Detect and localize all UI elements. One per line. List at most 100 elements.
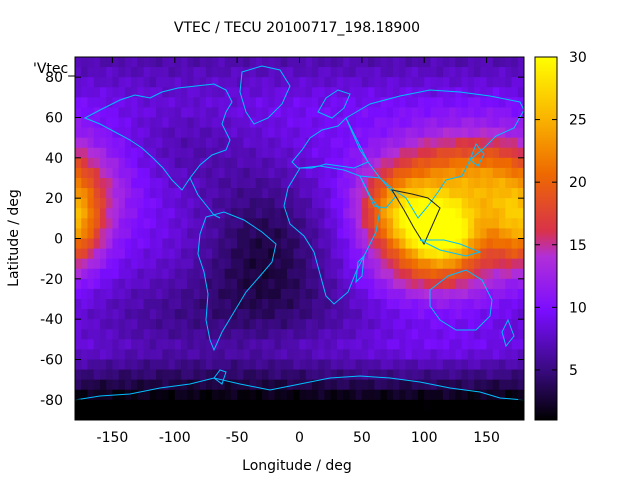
heatmap-cell [162,117,170,129]
heatmap-cell [212,198,220,209]
heatmap-cell [118,188,126,199]
heatmap-cell [405,87,413,98]
heatmap-cell [449,167,457,179]
heatmap-cell [511,399,519,411]
heatmap-cell [393,77,400,88]
heatmap-cell [349,409,357,420]
heatmap-cell [124,147,132,159]
heatmap-cell [511,369,519,381]
heatmap-cell [262,399,269,411]
heatmap-cell [517,127,524,139]
heatmap-cell [143,389,151,401]
heatmap-cell [467,147,475,159]
heatmap-cell [474,67,481,78]
heatmap-cell [87,67,95,78]
heatmap-cell [368,319,375,330]
heatmap-cell [361,399,369,411]
heatmap-cell [124,288,132,300]
heatmap-cell [330,349,338,361]
heatmap-cell [380,67,388,78]
heatmap-cell [205,299,213,310]
heatmap-cell [330,238,338,250]
heatmap-cell [162,359,170,371]
heatmap-cell [442,147,450,159]
heatmap-cell [280,339,288,351]
heatmap-cell [274,77,282,88]
heatmap-cell [399,379,407,391]
heatmap-cell [442,198,450,209]
heatmap-cell [368,278,375,290]
heatmap-cell [436,369,444,381]
heatmap-cell [174,167,182,179]
heatmap-cell [299,97,307,109]
heatmap-cell [274,147,282,159]
heatmap-cell [243,238,251,250]
heatmap-cell [93,369,101,381]
heatmap-cell [386,218,394,230]
heatmap-cell [212,389,220,401]
heatmap-cell [318,399,326,411]
heatmap-cell [99,147,107,159]
heatmap-cell [318,127,326,139]
heatmap-cell [311,107,319,119]
heatmap-cell [137,178,145,189]
heatmap-cell [355,248,363,260]
heatmap-cell [99,198,107,209]
heatmap-cell [280,77,288,88]
heatmap-cell [112,309,120,320]
heatmap-cell [149,339,157,351]
heatmap-cell [305,117,313,129]
heatmap-cell [87,57,95,68]
heatmap-cell [436,208,444,219]
heatmap-cell [156,319,163,330]
heatmap-cell [461,389,469,401]
heatmap-cell [368,288,375,300]
heatmap-cell [174,127,182,139]
heatmap-cell [442,268,450,280]
heatmap-cell [305,198,313,209]
heatmap-cell [87,167,95,179]
heatmap-cell [262,137,269,149]
heatmap-cell [424,379,432,391]
heatmap-cell [405,399,413,411]
heatmap-cell [374,147,382,159]
heatmap-cell [505,339,513,351]
heatmap-cell [293,228,301,240]
heatmap-cell [93,157,101,169]
heatmap-cell [218,409,226,420]
heatmap-cell [262,178,269,189]
heatmap-cell [243,409,251,420]
heatmap-cell [474,228,481,240]
heatmap-cell [474,77,481,88]
heatmap-cell [205,157,213,169]
heatmap-cell [480,117,488,129]
heatmap-cell [156,258,163,270]
heatmap-cell [149,409,157,420]
heatmap-cell [399,87,407,98]
heatmap-cell [424,57,432,68]
heatmap-cell [474,238,481,250]
heatmap-cell [199,107,207,119]
heatmap-cell [93,329,101,340]
heatmap-cell [436,107,444,119]
heatmap-cell [486,188,494,199]
heatmap-cell [87,208,95,219]
heatmap-cell [374,208,382,219]
heatmap-cell [424,107,432,119]
heatmap-cell [386,329,394,340]
heatmap-cell [162,309,170,320]
heatmap-cell [137,208,145,219]
heatmap-cell [318,379,326,391]
heatmap-cell [230,178,238,189]
heatmap-cell [187,369,195,381]
heatmap-cell [324,157,332,169]
heatmap-cell [174,409,182,420]
heatmap-cell [255,278,263,290]
heatmap-cell [81,299,89,310]
heatmap-cell [124,208,132,219]
heatmap-cell [324,228,332,240]
heatmap-cell [174,238,182,250]
heatmap-cell [156,87,163,98]
heatmap-cell [417,278,425,290]
heatmap-cell [474,218,481,230]
